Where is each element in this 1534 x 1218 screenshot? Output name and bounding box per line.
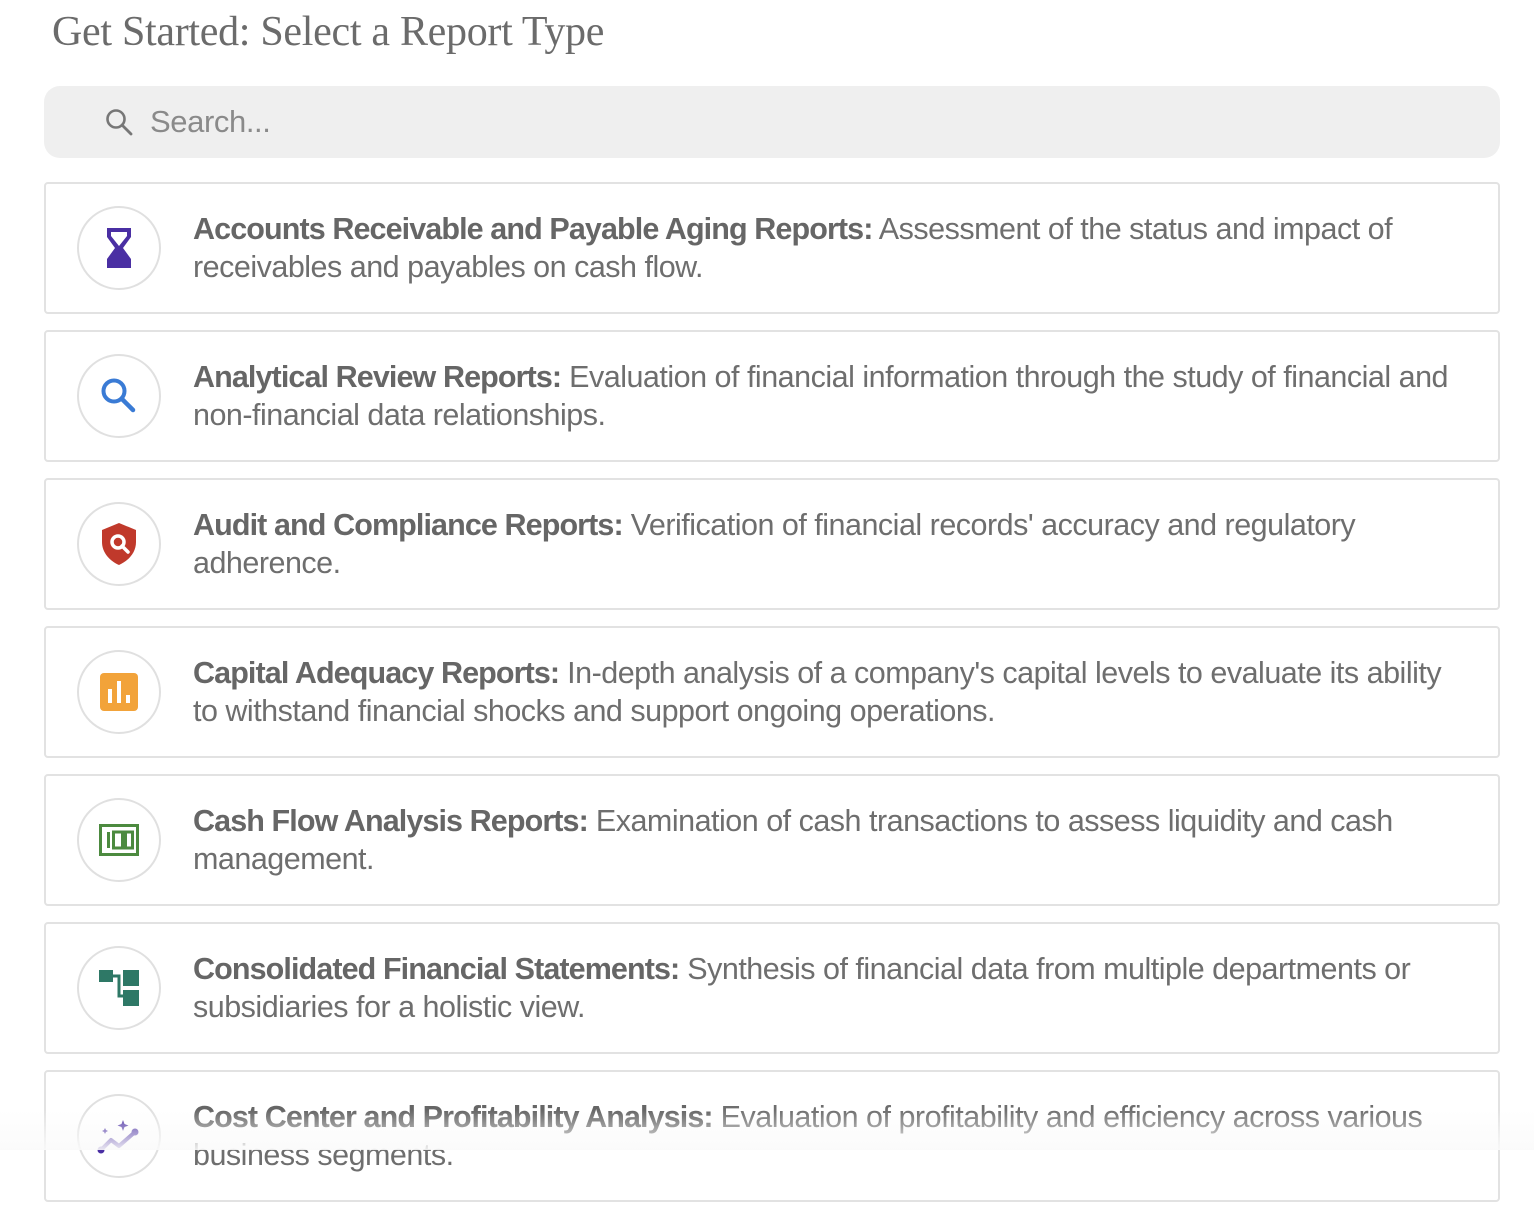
report-description: Verification of financial records' accur… xyxy=(193,508,1356,580)
hierarchy-icon xyxy=(99,970,139,1006)
report-card-aging[interactable]: Accounts Receivable and Payable Aging Re… xyxy=(44,182,1500,314)
report-card-cash-flow[interactable]: Cash Flow Analysis Reports: Examination … xyxy=(44,774,1500,906)
report-type-list: Accounts Receivable and Payable Aging Re… xyxy=(44,182,1500,1218)
search-icon xyxy=(106,109,133,136)
report-description: Assessment of the status and impact of r… xyxy=(193,212,1393,284)
report-name: Accounts Receivable and Payable Aging Re… xyxy=(193,212,873,246)
report-name: Consolidated Financial Statements: xyxy=(193,952,680,986)
report-name: Cost Center and Profitability Analysis: xyxy=(193,1100,714,1134)
magnifier-icon xyxy=(101,378,136,413)
icon-circle xyxy=(77,1094,161,1178)
hourglass-icon xyxy=(107,228,131,268)
icon-circle xyxy=(77,650,161,734)
report-description: Evaluation of financial information thro… xyxy=(193,360,1449,432)
money-bill-icon xyxy=(99,824,139,856)
report-name: Analytical Review Reports: xyxy=(193,360,562,394)
sparkle-trend-icon xyxy=(97,1120,139,1154)
report-name: Capital Adequacy Reports: xyxy=(193,656,560,690)
icon-circle xyxy=(77,946,161,1030)
report-description: Examination of cash transactions to asse… xyxy=(193,804,1393,876)
report-name: Audit and Compliance Reports: xyxy=(193,508,624,542)
page-title: Get Started: Select a Report Type xyxy=(52,9,605,55)
search-bar[interactable] xyxy=(44,86,1500,158)
report-name: Cash Flow Analysis Reports: xyxy=(193,804,589,838)
icon-circle xyxy=(77,798,161,882)
report-card-capital-adequacy[interactable]: Capital Adequacy Reports: In-depth analy… xyxy=(44,626,1500,758)
bar-chart-icon xyxy=(100,673,138,711)
icon-circle xyxy=(77,502,161,586)
search-input[interactable] xyxy=(148,103,1452,141)
report-card-analytical-review[interactable]: Analytical Review Reports: Evaluation of… xyxy=(44,330,1500,462)
icon-circle xyxy=(77,206,161,290)
report-description: In-depth analysis of a company's capital… xyxy=(193,656,1442,728)
report-card-audit-compliance[interactable]: Audit and Compliance Reports: Verificati… xyxy=(44,478,1500,610)
report-description: Synthesis of financial data from multipl… xyxy=(193,952,1411,1024)
report-card-consolidated[interactable]: Consolidated Financial Statements: Synth… xyxy=(44,922,1500,1054)
icon-circle xyxy=(77,354,161,438)
report-card-cost-center[interactable]: Cost Center and Profitability Analysis: … xyxy=(44,1070,1500,1202)
shield-search-icon xyxy=(102,523,136,565)
